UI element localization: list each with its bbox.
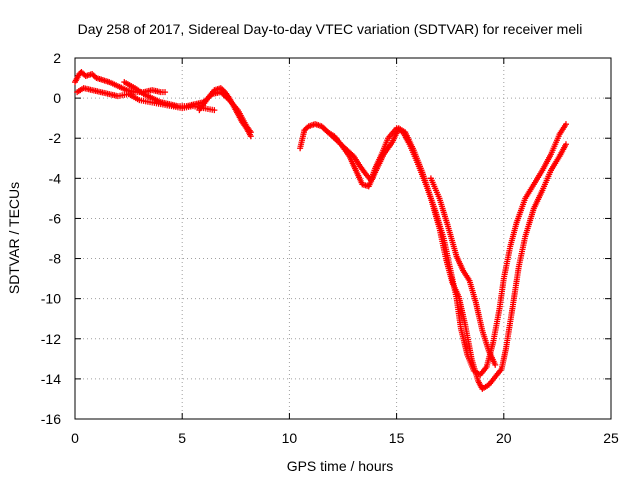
data-point (562, 121, 569, 128)
series-arc-6 (320, 125, 569, 392)
series-arc-5 (297, 121, 569, 378)
grid (75, 58, 611, 419)
y-tick-label: -14 (41, 371, 61, 387)
data-point (562, 141, 569, 148)
y-axis-label: SDTVAR / TECUs (6, 182, 22, 294)
series-arc-7 (427, 175, 499, 368)
x-tick-label: 15 (389, 430, 405, 446)
x-tick-label: 25 (603, 430, 619, 446)
data-points (72, 69, 569, 392)
y-tick-label: -4 (49, 170, 62, 186)
plot-frame (74, 57, 612, 420)
y-tick-label: 0 (53, 90, 61, 106)
series-arc-4 (196, 85, 254, 140)
x-tick-label: 10 (282, 430, 298, 446)
y-tick-label: -16 (41, 411, 61, 427)
ticks (74, 57, 612, 420)
y-tick-label: -2 (49, 130, 62, 146)
data-point (162, 89, 169, 96)
y-tick-label: -10 (41, 291, 61, 307)
x-tick-label: 0 (71, 430, 79, 446)
data-point (492, 361, 499, 368)
data-point (211, 107, 218, 114)
y-tick-label: -6 (49, 210, 62, 226)
chart-title: Day 258 of 2017, Sidereal Day-to-day VTE… (78, 21, 583, 37)
x-tick-label: 20 (496, 430, 512, 446)
x-tick-label: 5 (178, 430, 186, 446)
x-axis-label: GPS time / hours (287, 458, 394, 474)
y-tick-label: 2 (53, 50, 61, 66)
y-tick-label: -8 (49, 251, 62, 267)
data-point (247, 133, 254, 140)
y-tick-label: -12 (41, 331, 61, 347)
